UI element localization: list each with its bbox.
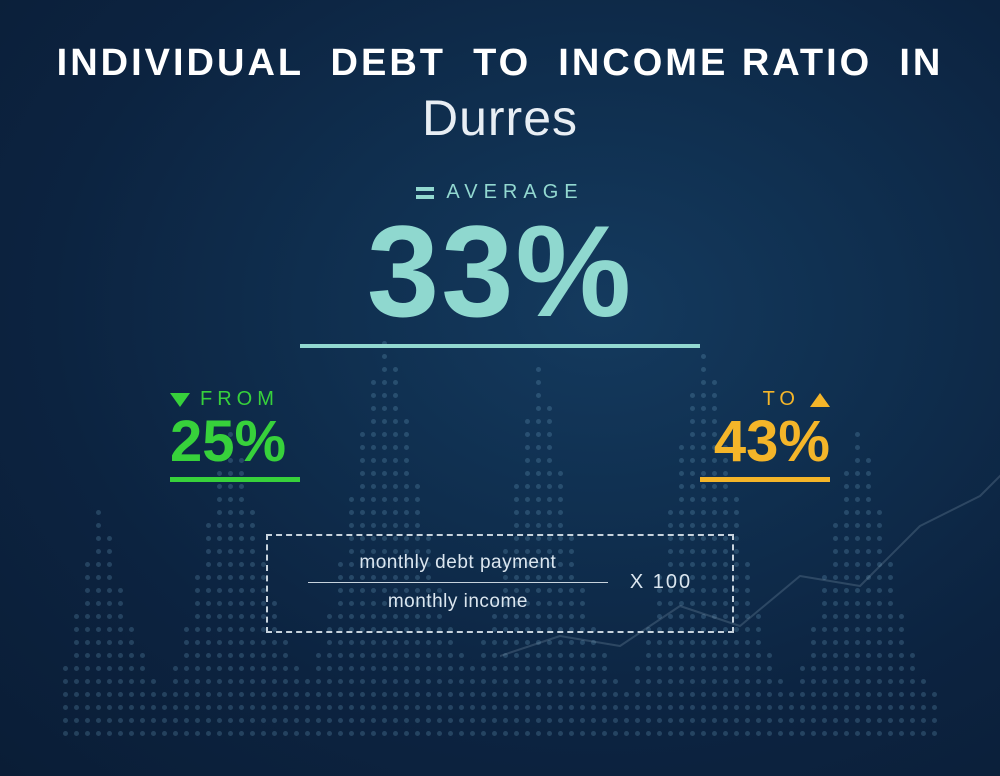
range-from-underline	[170, 477, 300, 482]
formula-numerator: monthly debt payment	[359, 552, 556, 574]
formula-box: monthly debt payment monthly income X 10…	[266, 534, 734, 633]
formula-fraction-line	[308, 582, 608, 583]
content: INDIVIDUAL DEBT TO INCOME RATIO IN Durre…	[0, 0, 1000, 776]
range-to-value: 43%	[714, 413, 830, 471]
range-from-label: FROM	[200, 388, 279, 411]
formula-denominator: monthly income	[388, 591, 528, 613]
range-to-block: TO 43%	[700, 388, 830, 482]
range-row: FROM 25% TO 43%	[60, 388, 940, 482]
range-from-label-row: FROM	[170, 388, 279, 411]
title-line2: Durres	[422, 89, 578, 147]
triangle-up-icon	[810, 393, 830, 407]
average-underline	[300, 344, 700, 348]
title-line1: INDIVIDUAL DEBT TO INCOME RATIO IN	[57, 42, 944, 85]
formula-fraction: monthly debt payment monthly income	[308, 552, 608, 613]
range-to-label: TO	[763, 388, 800, 411]
range-from-block: FROM 25%	[170, 388, 300, 482]
triangle-down-icon	[170, 393, 190, 407]
range-to-underline	[700, 477, 830, 482]
range-from-value: 25%	[170, 413, 286, 471]
average-block: AVERAGE 33%	[300, 181, 700, 348]
formula-multiplier: X 100	[630, 571, 692, 594]
range-to-label-row: TO	[763, 388, 830, 411]
average-value: 33%	[367, 206, 633, 336]
equals-icon	[416, 187, 434, 199]
